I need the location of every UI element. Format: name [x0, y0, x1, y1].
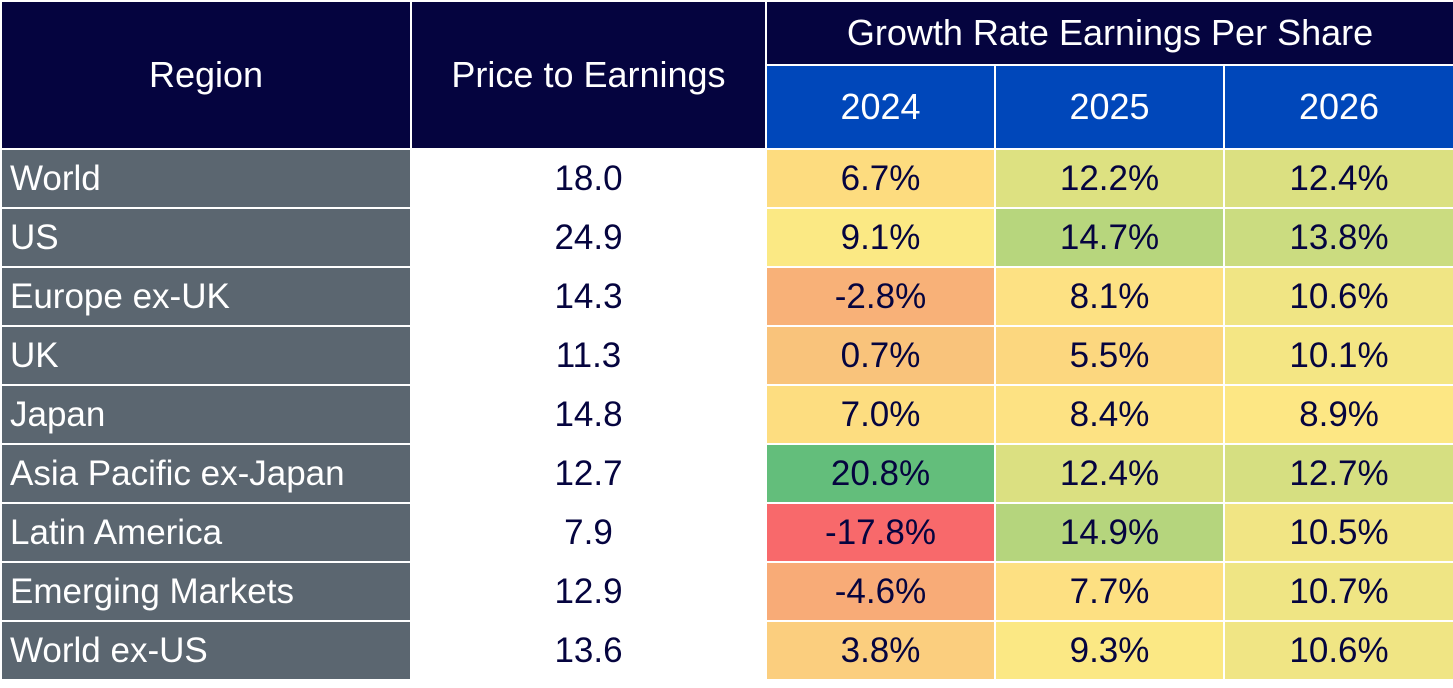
price-to-earnings-cell: 24.9 — [410, 207, 767, 268]
growth-cell-2024: -2.8% — [765, 266, 996, 327]
table-row: World ex-US 13.6 3.8% 9.3% 10.6% — [0, 620, 1453, 681]
growth-cell-2024: -17.8% — [765, 502, 996, 563]
growth-cell-2025: 14.9% — [994, 502, 1225, 563]
region-cell: Latin America — [0, 502, 412, 563]
table-row: Latin America 7.9 -17.8% 14.9% 10.5% — [0, 502, 1453, 563]
region-cell: US — [0, 207, 412, 268]
growth-cell-2026: 13.8% — [1222, 207, 1453, 268]
growth-cell-2025: 12.2% — [994, 148, 1225, 209]
growth-cell-2024: 9.1% — [765, 207, 996, 268]
growth-cell-2025: 5.5% — [994, 325, 1225, 386]
growth-cell-2026: 10.1% — [1222, 325, 1453, 386]
growth-cell-2026: 12.4% — [1222, 148, 1453, 209]
header-price-to-earnings: Price to Earnings — [410, 0, 767, 150]
price-to-earnings-cell: 7.9 — [410, 502, 767, 563]
growth-cell-2026: 10.7% — [1222, 561, 1453, 622]
growth-cell-2025: 12.4% — [994, 443, 1225, 504]
header-year-2026: 2026 — [1222, 64, 1453, 150]
region-cell: Emerging Markets — [0, 561, 412, 622]
growth-cell-2026: 10.5% — [1222, 502, 1453, 563]
table-row: Japan 14.8 7.0% 8.4% 8.9% — [0, 384, 1453, 445]
growth-cell-2024: 3.8% — [765, 620, 996, 681]
growth-cell-2026: 10.6% — [1222, 620, 1453, 681]
price-to-earnings-cell: 12.7 — [410, 443, 767, 504]
growth-cell-2024: 20.8% — [765, 443, 996, 504]
price-to-earnings-cell: 14.8 — [410, 384, 767, 445]
table-row: Asia Pacific ex-Japan 12.7 20.8% 12.4% 12.7% — [0, 443, 1453, 504]
region-cell: Asia Pacific ex-Japan — [0, 443, 412, 504]
region-cell: World — [0, 148, 412, 209]
header-row-years: 2024 2025 2026 — [1, 64, 1453, 150]
price-to-earnings-cell: 18.0 — [410, 148, 767, 209]
price-to-earnings-cell: 14.3 — [410, 266, 767, 327]
growth-cell-2025: 7.7% — [994, 561, 1225, 622]
header-row-top: Region Price to Earnings Growth Rate Ear… — [0, 0, 1453, 150]
growth-cell-2026: 8.9% — [1222, 384, 1453, 445]
header-year-2025: 2025 — [994, 64, 1225, 150]
header-region: Region — [0, 0, 412, 150]
table-row: UK 11.3 0.7% 5.5% 10.1% — [0, 325, 1453, 386]
growth-cell-2024: 0.7% — [765, 325, 996, 386]
table-row: World 18.0 6.7% 12.2% 12.4% — [0, 148, 1453, 209]
growth-cell-2025: 8.1% — [994, 266, 1225, 327]
header-growth-rate: Growth Rate Earnings Per Share — [764, 0, 1453, 66]
region-cell: Japan — [0, 384, 412, 445]
price-to-earnings-cell: 11.3 — [410, 325, 767, 386]
header-year-2024: 2024 — [765, 64, 996, 150]
growth-cell-2024: 7.0% — [765, 384, 996, 445]
growth-cell-2025: 8.4% — [994, 384, 1225, 445]
price-to-earnings-cell: 12.9 — [410, 561, 767, 622]
table-body: World 18.0 6.7% 12.2% 12.4% US 24.9 9.1% 14.7% 13… — [0, 148, 1453, 681]
region-cell: Europe ex-UK — [0, 266, 412, 327]
table-row: Emerging Markets 12.9 -4.6% 7.7% 10.7% — [0, 561, 1453, 622]
region-cell: World ex-US — [0, 620, 412, 681]
price-to-earnings-cell: 13.6 — [410, 620, 767, 681]
growth-cell-2024: 6.7% — [765, 148, 996, 209]
growth-cell-2025: 9.3% — [994, 620, 1225, 681]
table-row: US 24.9 9.1% 14.7% 13.8% — [0, 207, 1453, 268]
region-cell: UK — [0, 325, 412, 386]
growth-cell-2024: -4.6% — [765, 561, 996, 622]
growth-cell-2025: 14.7% — [994, 207, 1225, 268]
table-row: Europe ex-UK 14.3 -2.8% 8.1% 10.6% — [0, 266, 1453, 327]
growth-cell-2026: 10.6% — [1222, 266, 1453, 327]
growth-cell-2026: 12.7% — [1222, 443, 1453, 504]
